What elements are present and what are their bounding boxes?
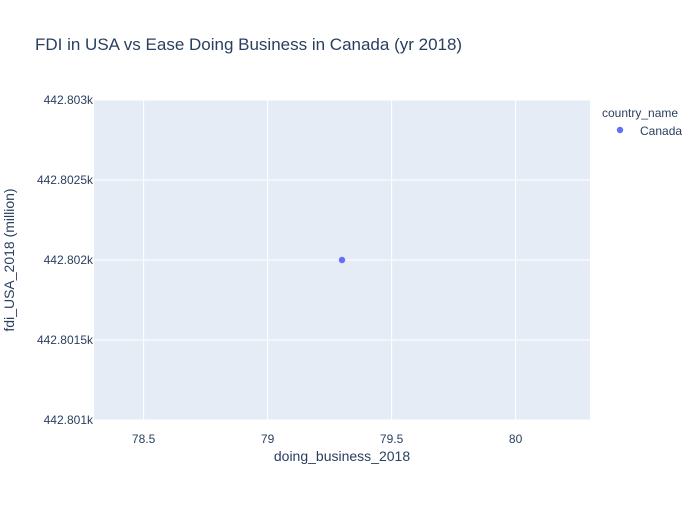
x-tick-label: 78.5 [132,432,156,446]
y-tick-label: 442.8015k [37,333,94,347]
legend-items[interactable]: Canada [616,124,683,138]
grid-lines [94,99,590,421]
y-tick-label: 442.803k [44,93,94,107]
y-tick-label: 442.802k [44,253,94,267]
chart-title: FDI in USA vs Ease Doing Business in Can… [35,35,462,54]
y-axis-ticks: 442.801k 442.8015k 442.802k 442.8025k 442.80… [37,93,94,427]
legend-marker [616,126,624,134]
x-axis-ticks: 78.5 79 79.5 80 [132,432,523,446]
legend-item[interactable]: Canada [616,124,683,138]
y-axis-label: fdi_USA_2018 (million) [1,188,17,331]
y-tick-label: 442.8025k [37,173,94,187]
data-point[interactable] [338,256,346,264]
x-tick-label: 80 [509,432,523,446]
legend[interactable]: country_name Canada [602,106,682,138]
x-tick-label: 79.5 [380,432,404,446]
x-axis-label: doing_business_2018 [274,448,410,464]
legend-label: Canada [640,124,682,138]
data-points[interactable] [338,256,346,264]
y-tick-label: 442.801k [44,413,94,427]
x-tick-label: 79 [261,432,275,446]
legend-title: country_name [602,106,678,120]
